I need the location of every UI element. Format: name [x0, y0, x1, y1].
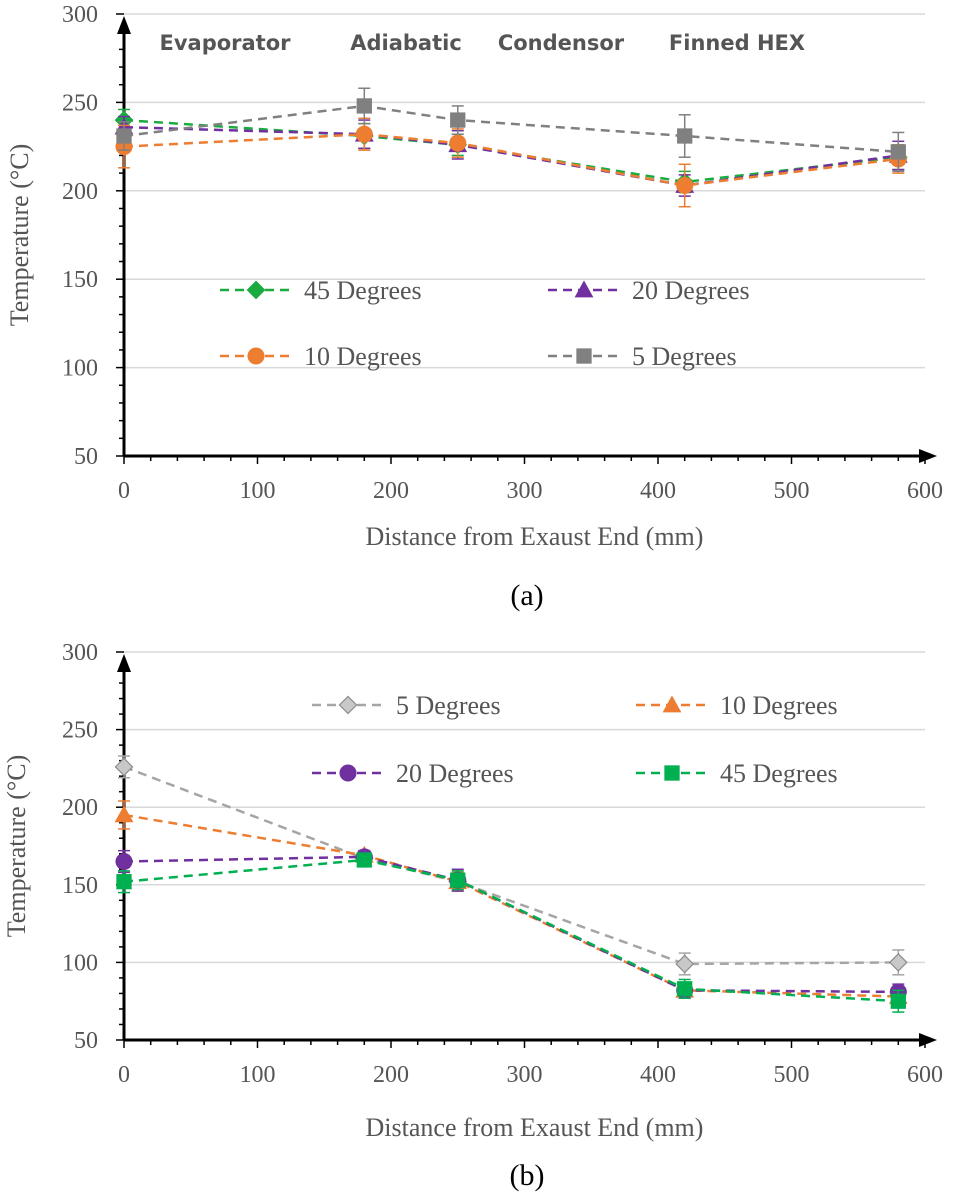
legend-entry: 5 Degrees — [312, 691, 501, 720]
legend-marker — [338, 695, 358, 715]
x-tick-label: 500 — [774, 478, 810, 504]
x-axis-arrow — [919, 1033, 937, 1047]
legend-marker — [662, 695, 682, 713]
series-45-degrees — [116, 852, 906, 1013]
y-tick-label: 150 — [62, 873, 98, 899]
y-tick-label: 300 — [62, 640, 98, 666]
x-tick-label: 400 — [640, 478, 676, 504]
y-tick-label: 250 — [62, 90, 98, 116]
data-point — [356, 852, 372, 868]
x-tick-label: 500 — [774, 1062, 810, 1088]
legend-marker — [664, 765, 680, 781]
y-tick-label: 150 — [62, 267, 98, 293]
series-line — [123, 813, 899, 998]
x-tick-label: 600 — [907, 1062, 943, 1088]
series-line — [123, 855, 899, 994]
data-point — [675, 954, 695, 974]
chart-panel-b: 50 100 150 200 250 300 0 100 200 300 400 500 600 Dist… — [2, 640, 943, 1192]
series-line — [123, 125, 899, 187]
series-5-degrees — [114, 755, 908, 976]
legend-entry: 10 Degrees — [636, 691, 838, 720]
legend-entry: 45 Degrees — [636, 759, 838, 788]
legend-label: 20 Degrees — [632, 276, 750, 305]
series-line — [123, 858, 899, 1003]
data-point — [355, 125, 373, 143]
series-5-degrees — [116, 87, 906, 173]
legend-label: 45 Degrees — [304, 276, 422, 305]
series-10-degrees — [114, 800, 908, 1006]
chart-panel-a: 50 100 150 200 250 300 0 100 200 300 400 500 600 Dist… — [5, 2, 943, 612]
legend-marker — [339, 764, 357, 782]
y-tick-label: 200 — [62, 795, 98, 821]
x-tick-label: 400 — [640, 1062, 676, 1088]
x-tick-label: 200 — [373, 478, 409, 504]
y-tick-label: 100 — [62, 356, 98, 382]
legend-entry: 20 Degrees — [312, 759, 514, 788]
y-tick-label: 50 — [74, 444, 98, 470]
x-tick-label: 200 — [373, 1062, 409, 1088]
y-axis-title: Temperature (°C) — [5, 144, 34, 327]
x-tick-label: 600 — [907, 478, 943, 504]
y-tick-label: 250 — [62, 718, 98, 744]
region-annotation: Adiabatic — [350, 31, 462, 55]
legend-label: 5 Degrees — [632, 342, 737, 371]
panel-label: (b) — [510, 1159, 545, 1192]
data-point — [450, 872, 466, 888]
legend-label: 5 Degrees — [396, 691, 501, 720]
region-annotation: Condensor — [498, 31, 625, 55]
legend-label: 45 Degrees — [720, 759, 838, 788]
legend-entry: 20 Degrees — [548, 276, 750, 305]
y-tick-label: 300 — [62, 2, 98, 28]
region-annotation: Finned HEX — [669, 31, 805, 55]
y-axis-arrow — [117, 654, 131, 672]
y-tick-label: 100 — [62, 950, 98, 976]
x-axis-title: Distance from Exaust End (mm) — [366, 1113, 704, 1142]
data-point — [114, 805, 134, 823]
legend-marker — [576, 348, 592, 364]
region-annotation: Evaporator — [159, 31, 291, 55]
panel-label: (a) — [510, 579, 543, 612]
legend-marker — [574, 280, 594, 298]
x-tick-label: 100 — [240, 1062, 276, 1088]
x-tick-label: 300 — [507, 1062, 543, 1088]
data-point — [677, 128, 693, 144]
data-point — [116, 874, 132, 890]
legend-label: 20 Degrees — [396, 759, 514, 788]
legend-entry: 10 Degrees — [220, 342, 422, 371]
series-line — [123, 765, 899, 966]
data-point — [888, 953, 908, 972]
series-line — [123, 132, 899, 187]
data-point — [890, 993, 906, 1009]
y-tick-label: 50 — [74, 1028, 98, 1054]
x-axis-arrow — [919, 449, 937, 463]
x-tick-label: 300 — [507, 478, 543, 504]
legend-entry: 45 Degrees — [220, 276, 422, 305]
legend-entry: 5 Degrees — [548, 342, 737, 371]
data-point — [676, 176, 694, 195]
data-point — [115, 852, 133, 871]
legend-label: 10 Degrees — [720, 691, 838, 720]
data-point — [356, 98, 372, 114]
x-tick-label: 100 — [240, 478, 276, 504]
y-tick-label: 200 — [62, 179, 98, 205]
legend-label: 10 Degrees — [304, 342, 422, 371]
x-tick-label: 0 — [118, 1062, 130, 1088]
y-axis-arrow — [117, 16, 131, 34]
x-tick-label: 0 — [118, 478, 130, 504]
y-axis-title: Temperature (°C) — [2, 755, 31, 938]
legend-marker — [246, 280, 266, 300]
x-axis-title: Distance from Exaust End (mm) — [366, 522, 704, 551]
data-point — [114, 757, 134, 777]
data-point — [449, 134, 467, 152]
data-point — [677, 981, 693, 997]
series-line — [123, 104, 899, 154]
data-point — [890, 144, 906, 160]
data-point — [450, 112, 466, 128]
legend-marker — [247, 347, 265, 365]
data-point — [116, 128, 132, 144]
